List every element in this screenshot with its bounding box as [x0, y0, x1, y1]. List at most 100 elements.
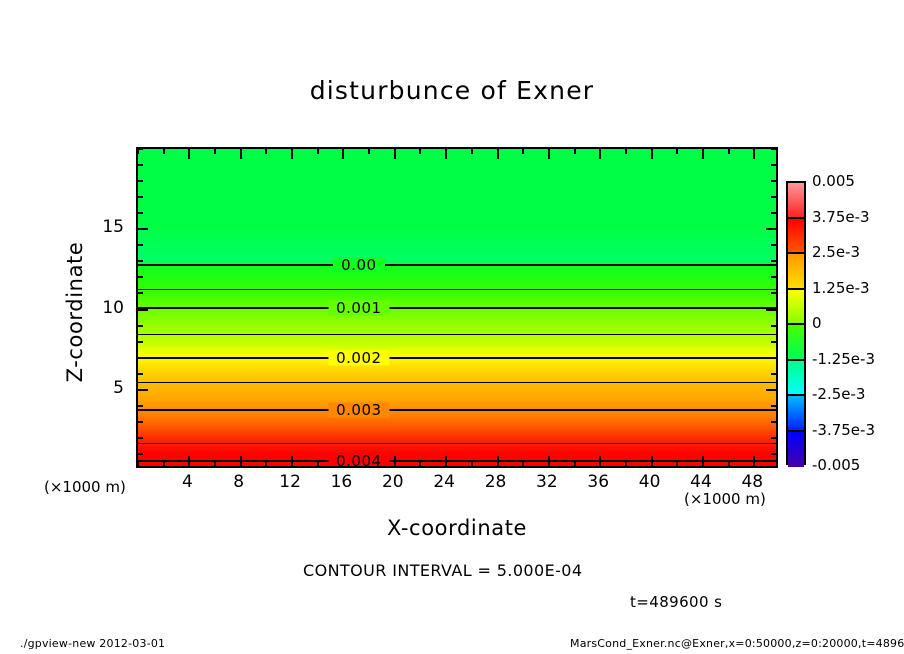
- colorbar-tick-label: 2.5e-3: [812, 243, 861, 261]
- contour-line: [138, 264, 776, 267]
- x-axis-tick-label: 4: [181, 472, 193, 492]
- x-axis-tick: [624, 461, 627, 466]
- y-axis-tick: [138, 292, 143, 295]
- x-axis-tick: [599, 456, 602, 466]
- x-axis-tick: [445, 149, 448, 159]
- y-axis-tick: [138, 164, 143, 167]
- contour-label: 0.004: [336, 452, 382, 468]
- contour-line: [138, 333, 776, 335]
- colorbar: [786, 181, 806, 467]
- y-axis-tick: [766, 228, 776, 231]
- y-axis-tick: [138, 244, 143, 247]
- y-axis-tick: [771, 244, 776, 247]
- x-axis-tick: [727, 461, 730, 466]
- x-axis-tick: [547, 149, 550, 159]
- x-axis-tick: [419, 149, 422, 154]
- x-axis-tick: [701, 149, 704, 159]
- x-axis-tick-label: 24: [433, 472, 455, 492]
- contour-line: [138, 288, 776, 290]
- x-axis-tick: [265, 149, 268, 154]
- y-axis-tick: [771, 276, 776, 279]
- y-axis-tick: [138, 388, 148, 391]
- y-axis-tick: [138, 420, 143, 423]
- y-axis-tick: [771, 340, 776, 343]
- x-axis-tick: [188, 149, 191, 159]
- x-axis-tick: [650, 149, 653, 159]
- y-axis-tick: [771, 164, 776, 167]
- colorbar-band: [788, 289, 804, 325]
- y-axis-tick: [138, 436, 143, 439]
- x-axis-tick: [239, 149, 242, 159]
- x-axis-tick: [393, 149, 396, 159]
- x-axis-tick: [753, 149, 756, 159]
- contour-line: [138, 356, 776, 359]
- x-axis-tick-label: 48: [741, 472, 764, 492]
- x-axis-title: X-coordinate: [386, 516, 528, 540]
- footer-source: MarsCond_Exner.nc@Exner,x=0:50000,z=0:20…: [570, 637, 904, 650]
- colorbar-band: [788, 325, 804, 361]
- y-axis-tick: [771, 452, 776, 455]
- y-axis-tick: [771, 404, 776, 407]
- x-axis-tick-label: 28: [484, 472, 507, 492]
- y-axis-tick: [138, 180, 143, 183]
- contour-label-mask: [328, 350, 390, 366]
- y-axis-tick: [138, 196, 143, 199]
- x-axis-tick-label: 40: [638, 472, 661, 492]
- x-axis-tick: [265, 461, 268, 466]
- colorbar-tick-label: 0: [812, 314, 822, 332]
- contour-label: 0.001: [336, 298, 382, 317]
- x-axis-tick: [138, 461, 139, 466]
- x-axis-tick: [162, 461, 165, 466]
- x-axis-tick: [573, 461, 576, 466]
- colorbar-tick-label: 1.25e-3: [812, 278, 870, 297]
- y-axis-tick: [771, 372, 776, 375]
- y-axis-tick: [138, 276, 143, 279]
- x-axis-tick-label: 20: [381, 472, 404, 492]
- contour-label: 0.00: [341, 256, 377, 275]
- x-axis-tick: [291, 149, 294, 159]
- colorbar-tick-label: 3.75e-3: [812, 207, 870, 226]
- x-axis-tick-label: 44: [690, 472, 712, 492]
- x-axis-tick: [650, 456, 653, 466]
- y-axis-tick: [138, 308, 148, 311]
- y-axis-tick: [771, 149, 776, 150]
- y-axis-tick: [138, 340, 143, 343]
- y-axis-tick: [771, 324, 776, 327]
- contour-line: [138, 381, 776, 383]
- y-axis-tick: [138, 212, 143, 215]
- y-axis-tick: [766, 388, 776, 391]
- x-axis-tick-label: 8: [233, 472, 245, 492]
- colorbar-band: [788, 396, 804, 432]
- footer-command: ./gpview-new 2012-03-01: [20, 637, 166, 650]
- x-axis-tick-label: 36: [587, 472, 610, 492]
- y-axis-tick: [766, 308, 776, 311]
- x-axis-tick: [547, 456, 550, 466]
- x-axis-tick: [419, 461, 422, 466]
- y-axis-title: Z-coordinate: [63, 241, 87, 383]
- colorbar-band: [788, 360, 804, 396]
- page-title: disturbunce of Exner: [309, 76, 595, 105]
- y-axis-tick: [771, 356, 776, 359]
- contour-label-mask: [332, 257, 385, 273]
- y-axis-tick: [771, 180, 776, 183]
- contour-label: 0.003: [336, 400, 382, 419]
- colorbar-tick-label: -0.005: [812, 456, 861, 474]
- x-axis-unit-right: (×1000 m): [684, 490, 766, 508]
- x-axis-tick: [573, 149, 576, 154]
- x-axis-tick: [470, 149, 473, 154]
- x-axis-tick: [496, 149, 499, 159]
- y-axis-tick: [138, 228, 148, 231]
- y-axis-tick: [138, 404, 143, 407]
- x-axis-tick: [445, 456, 448, 466]
- y-axis-tick: [138, 149, 143, 150]
- y-axis-tick: [138, 452, 143, 455]
- x-axis-tick: [138, 149, 139, 154]
- y-axis-tick: [771, 196, 776, 199]
- x-axis-unit-left: (×1000 m): [44, 478, 126, 496]
- x-axis-tick: [753, 456, 756, 466]
- contour-interval-note: CONTOUR INTERVAL = 5.000E-04: [303, 561, 583, 580]
- colorbar-band: [788, 218, 804, 254]
- y-axis-tick-label: 15: [102, 217, 124, 238]
- contour-label-mask: [328, 402, 390, 418]
- y-axis-tick: [138, 372, 143, 375]
